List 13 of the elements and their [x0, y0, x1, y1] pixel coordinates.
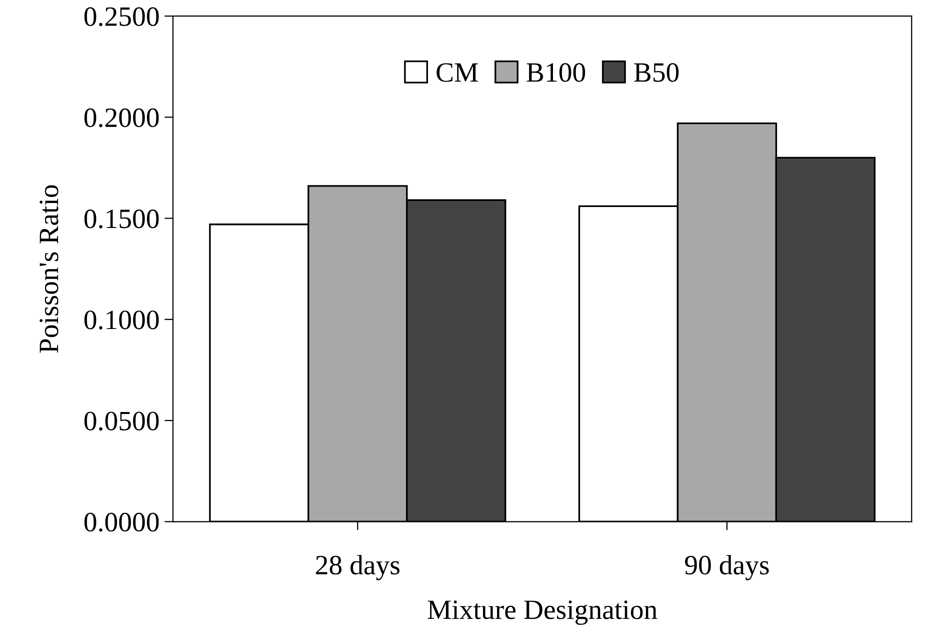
y-tick-label: 0.1500 — [84, 209, 159, 228]
y-tick-label: 0.2500 — [84, 7, 159, 26]
x-axis-title: Mixture Designation — [428, 600, 658, 625]
x-tick-label: 28 days — [316, 554, 400, 580]
y-tick-label: 0.1000 — [84, 310, 159, 330]
x-tick-label: 90 days — [685, 554, 769, 580]
legend-label: B100 — [526, 63, 586, 82]
legend-label: B50 — [634, 63, 679, 82]
y-tick-label: 0.0500 — [84, 412, 159, 431]
y-tick-label: 0.0000 — [84, 512, 159, 532]
legend-label: CM — [436, 63, 478, 82]
y-axis-title: Poisson's Ratio — [40, 185, 58, 353]
y-tick-label: 0.2000 — [84, 108, 159, 128]
